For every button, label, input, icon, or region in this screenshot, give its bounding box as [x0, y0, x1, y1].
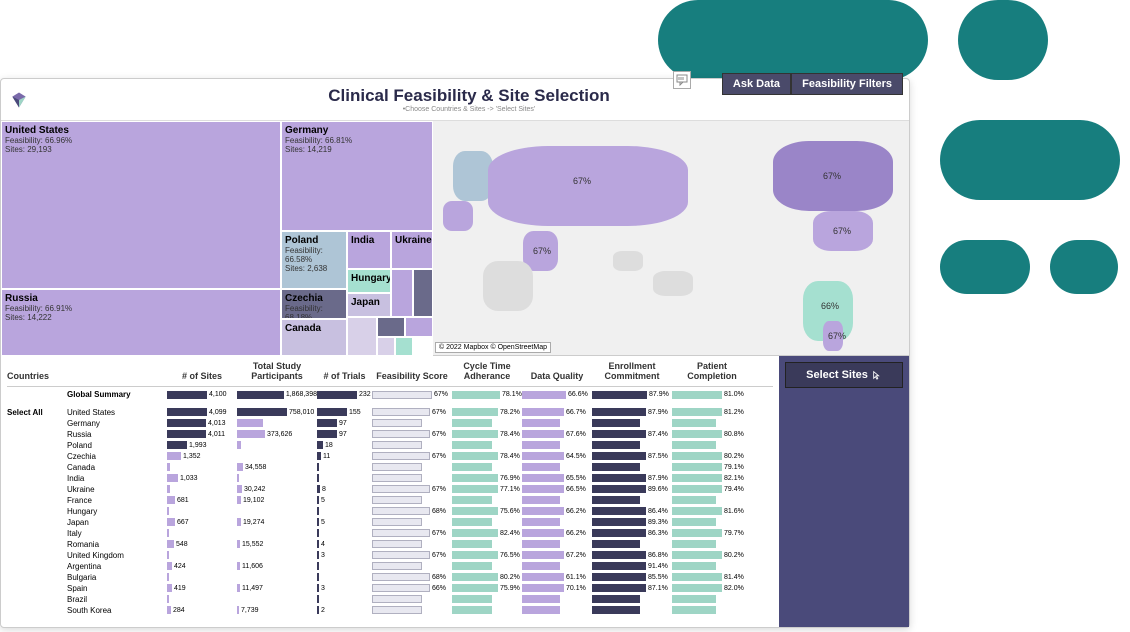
ask-data-button[interactable]: Ask Data [722, 73, 791, 95]
chat-icon[interactable] [673, 71, 691, 89]
column-header[interactable]: Patient Completion [672, 362, 752, 382]
map-region[interactable] [488, 146, 688, 226]
page-subtitle: •Choose Countries & Sites -> 'Select Sit… [37, 106, 901, 113]
table-row[interactable]: Hungary68%75.6%66.2%86.4%81.6% [7, 506, 773, 517]
table-row[interactable]: Poland1,99318 [7, 440, 773, 451]
treemap-cell[interactable] [413, 269, 433, 317]
bg-decoration [658, 0, 928, 80]
column-header[interactable]: Total Study Participants [237, 362, 317, 382]
table-row[interactable]: Czechia1,3521167%78.4%64.5%87.5%80.2% [7, 451, 773, 462]
treemap-cell[interactable] [347, 317, 377, 356]
treemap-cell[interactable] [391, 269, 413, 317]
column-header[interactable]: Enrollment Commitment [592, 362, 672, 382]
treemap-cell[interactable]: RussiaFeasibility: 66.91%Sites: 14,222 [1, 289, 281, 356]
table-row[interactable]: Bulgaria68%80.2%61.1%85.5%81.4% [7, 572, 773, 583]
table-row[interactable]: Spain41911,497366%75.9%70.1%87.1%82.0% [7, 583, 773, 594]
map-region[interactable] [443, 201, 473, 231]
dashboard-window: Clinical Feasibility & Site Selection •C… [0, 78, 910, 628]
map-region[interactable] [613, 251, 643, 271]
side-panel: Select Sites [779, 356, 909, 627]
treemap-cell[interactable] [377, 317, 405, 337]
table-row[interactable]: South Korea2847,7392 [7, 605, 773, 616]
map-label: 66% [821, 301, 839, 311]
dashboard-header: Clinical Feasibility & Site Selection •C… [1, 79, 909, 121]
table-row[interactable]: Russia4,011373,6269767%78.4%67.6%87.4%80… [7, 429, 773, 440]
country-data-table: Countries # of SitesTotal Study Participa… [1, 356, 779, 627]
map-label: 67% [828, 331, 846, 341]
treemap-cell[interactable] [413, 337, 433, 356]
table-row[interactable]: Japan66719,274589.3% [7, 517, 773, 528]
table-row[interactable]: United Kingdom367%76.5%67.2%86.8%80.2% [7, 550, 773, 561]
table-row[interactable]: Ukraine30,242867%77.1%66.5%89.6%79.4% [7, 484, 773, 495]
logo-icon [9, 90, 29, 110]
table-row[interactable]: Argentina42411,60691.4% [7, 561, 773, 572]
treemap-cell[interactable]: India [347, 231, 391, 269]
bg-decoration [1050, 240, 1118, 294]
column-header[interactable]: Cycle Time Adherance [452, 362, 522, 382]
treemap-cell[interactable]: Japan [347, 293, 391, 317]
map-region[interactable] [653, 271, 693, 296]
column-header[interactable]: # of Sites [167, 372, 237, 382]
treemap-cell[interactable]: Hungary [347, 269, 391, 293]
table-row[interactable]: Canada34,55879.1% [7, 462, 773, 473]
bg-decoration [940, 120, 1120, 200]
treemap-cell[interactable] [395, 337, 413, 356]
column-header[interactable]: Data Quality [522, 372, 592, 382]
map-attribution: © 2022 Mapbox © OpenStreetMap [435, 342, 551, 353]
table-row[interactable]: India1,03376.9%65.5%87.9%82.1% [7, 473, 773, 484]
summary-row: Global Summary4,1001,868,39823267%78.1%6… [7, 387, 773, 403]
treemap-cell[interactable]: GermanyFeasibility: 66.81%Sites: 14,219 [281, 121, 433, 231]
map-label: 67% [533, 246, 551, 256]
table-row[interactable]: Select AllUnited States4,099758,01015567… [7, 407, 773, 418]
treemap-cell[interactable] [405, 317, 433, 337]
treemap-cell[interactable]: CzechiaFeasibility: 68.18% [281, 289, 347, 319]
treemap-cell[interactable]: Ukraine [391, 231, 433, 269]
table-row[interactable]: Italy67%82.4%66.2%86.3%79.7% [7, 528, 773, 539]
cursor-icon [872, 370, 882, 380]
map-region[interactable] [483, 261, 533, 311]
map-region[interactable] [453, 151, 493, 201]
table-row[interactable]: Germany4,01397 [7, 418, 773, 429]
bg-decoration [958, 0, 1048, 80]
table-row[interactable]: Romania54815,5524 [7, 539, 773, 550]
feasibility-filters-button[interactable]: Feasibility Filters [791, 73, 903, 95]
country-treemap[interactable]: United StatesFeasibility: 66.96%Sites: 2… [1, 121, 433, 355]
treemap-cell[interactable] [377, 337, 395, 356]
table-row[interactable]: France68119,1025 [7, 495, 773, 506]
map-label: 67% [823, 171, 841, 181]
column-header[interactable]: Feasibility Score [372, 372, 452, 382]
select-sites-button[interactable]: Select Sites [785, 362, 903, 388]
table-row[interactable]: Brazil [7, 594, 773, 605]
world-map[interactable]: © 2022 Mapbox © OpenStreetMap 67% 67% 67% 6… [433, 121, 909, 355]
treemap-cell[interactable]: Canada [281, 319, 347, 356]
column-header[interactable]: Countries [7, 372, 67, 382]
treemap-cell[interactable]: PolandFeasibility: 66.58%Sites: 2,638 [281, 231, 347, 289]
bg-decoration [940, 240, 1030, 294]
column-header[interactable]: # of Trials [317, 372, 372, 382]
map-label: 67% [573, 176, 591, 186]
map-label: 67% [833, 226, 851, 236]
treemap-cell[interactable]: United StatesFeasibility: 66.96%Sites: 2… [1, 121, 281, 289]
